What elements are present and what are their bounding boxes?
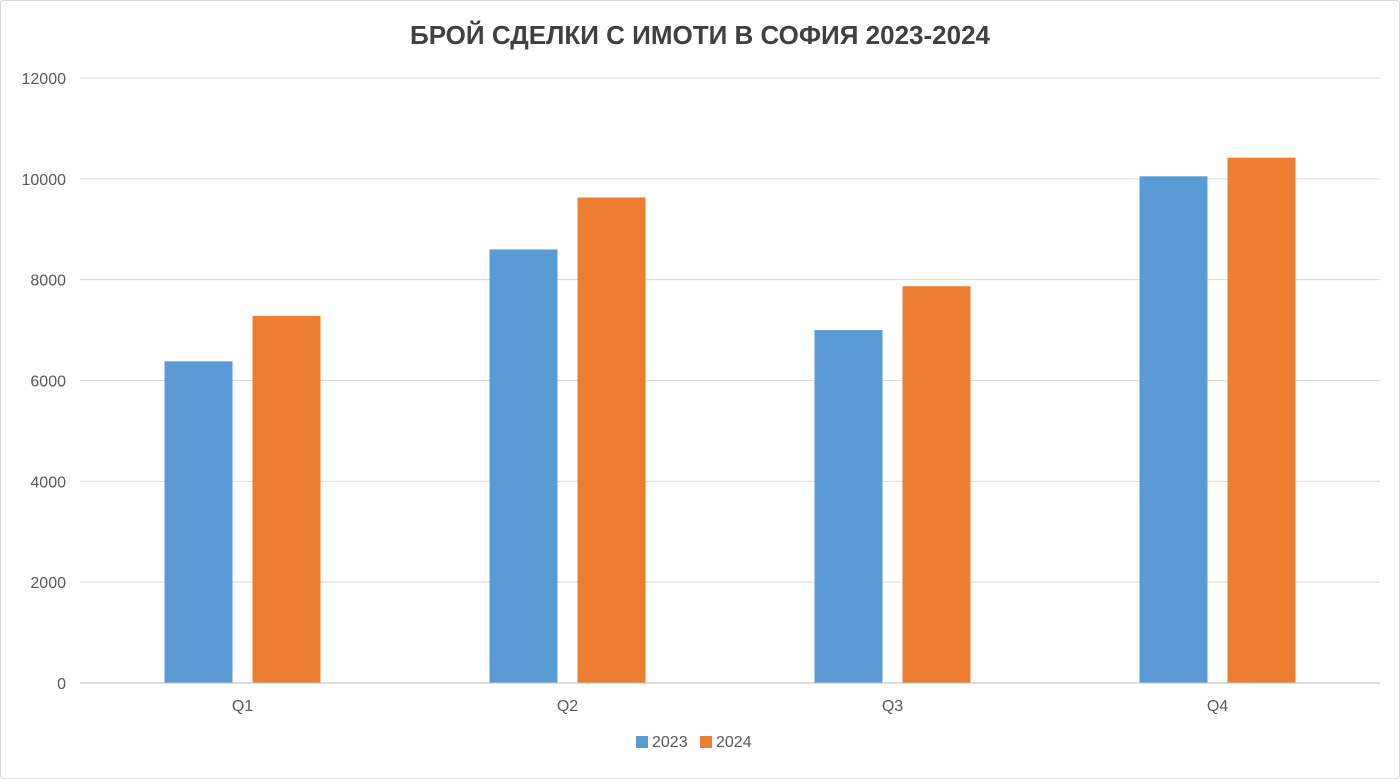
y-tick-label: 2000 (30, 575, 66, 592)
y-tick-label: 4000 (30, 474, 66, 491)
y-tick-label: 6000 (30, 374, 66, 391)
x-tick-label: Q4 (1207, 698, 1228, 715)
y-tick-label: 10000 (22, 172, 67, 189)
bar-2024-Q3 (902, 286, 971, 683)
y-axis-ticks: 0 2000 4000 6000 8000 10000 12000 (22, 71, 67, 693)
x-axis-ticks: Q1 Q2 Q3 Q4 (232, 698, 1228, 715)
x-tick-label: Q1 (232, 698, 253, 715)
y-tick-label: 8000 (30, 273, 66, 290)
bar-2024-Q2 (577, 197, 646, 684)
y-tick-label: 12000 (22, 71, 67, 88)
legend: 2023 2024 (636, 734, 752, 751)
bar-2023-Q4 (1139, 176, 1208, 683)
bar-2023-Q1 (164, 361, 233, 683)
bar-2024-Q1 (252, 315, 321, 683)
legend-label: 2024 (716, 734, 752, 751)
y-tick-label: 0 (57, 676, 66, 693)
x-tick-label: Q3 (882, 698, 903, 715)
legend-swatch-2024 (700, 736, 712, 748)
legend-swatch-2023 (636, 736, 648, 748)
bar-2023-Q2 (489, 249, 558, 683)
x-tick-label: Q2 (557, 698, 578, 715)
bars (164, 157, 1296, 684)
bar-2024-Q4 (1227, 157, 1296, 684)
legend-label: 2023 (652, 734, 688, 751)
chart-title: БРОЙ СДЕЛКИ С ИМОТИ В СОФИЯ 2023-2024 (410, 20, 991, 50)
bar-2023-Q3 (814, 330, 883, 683)
